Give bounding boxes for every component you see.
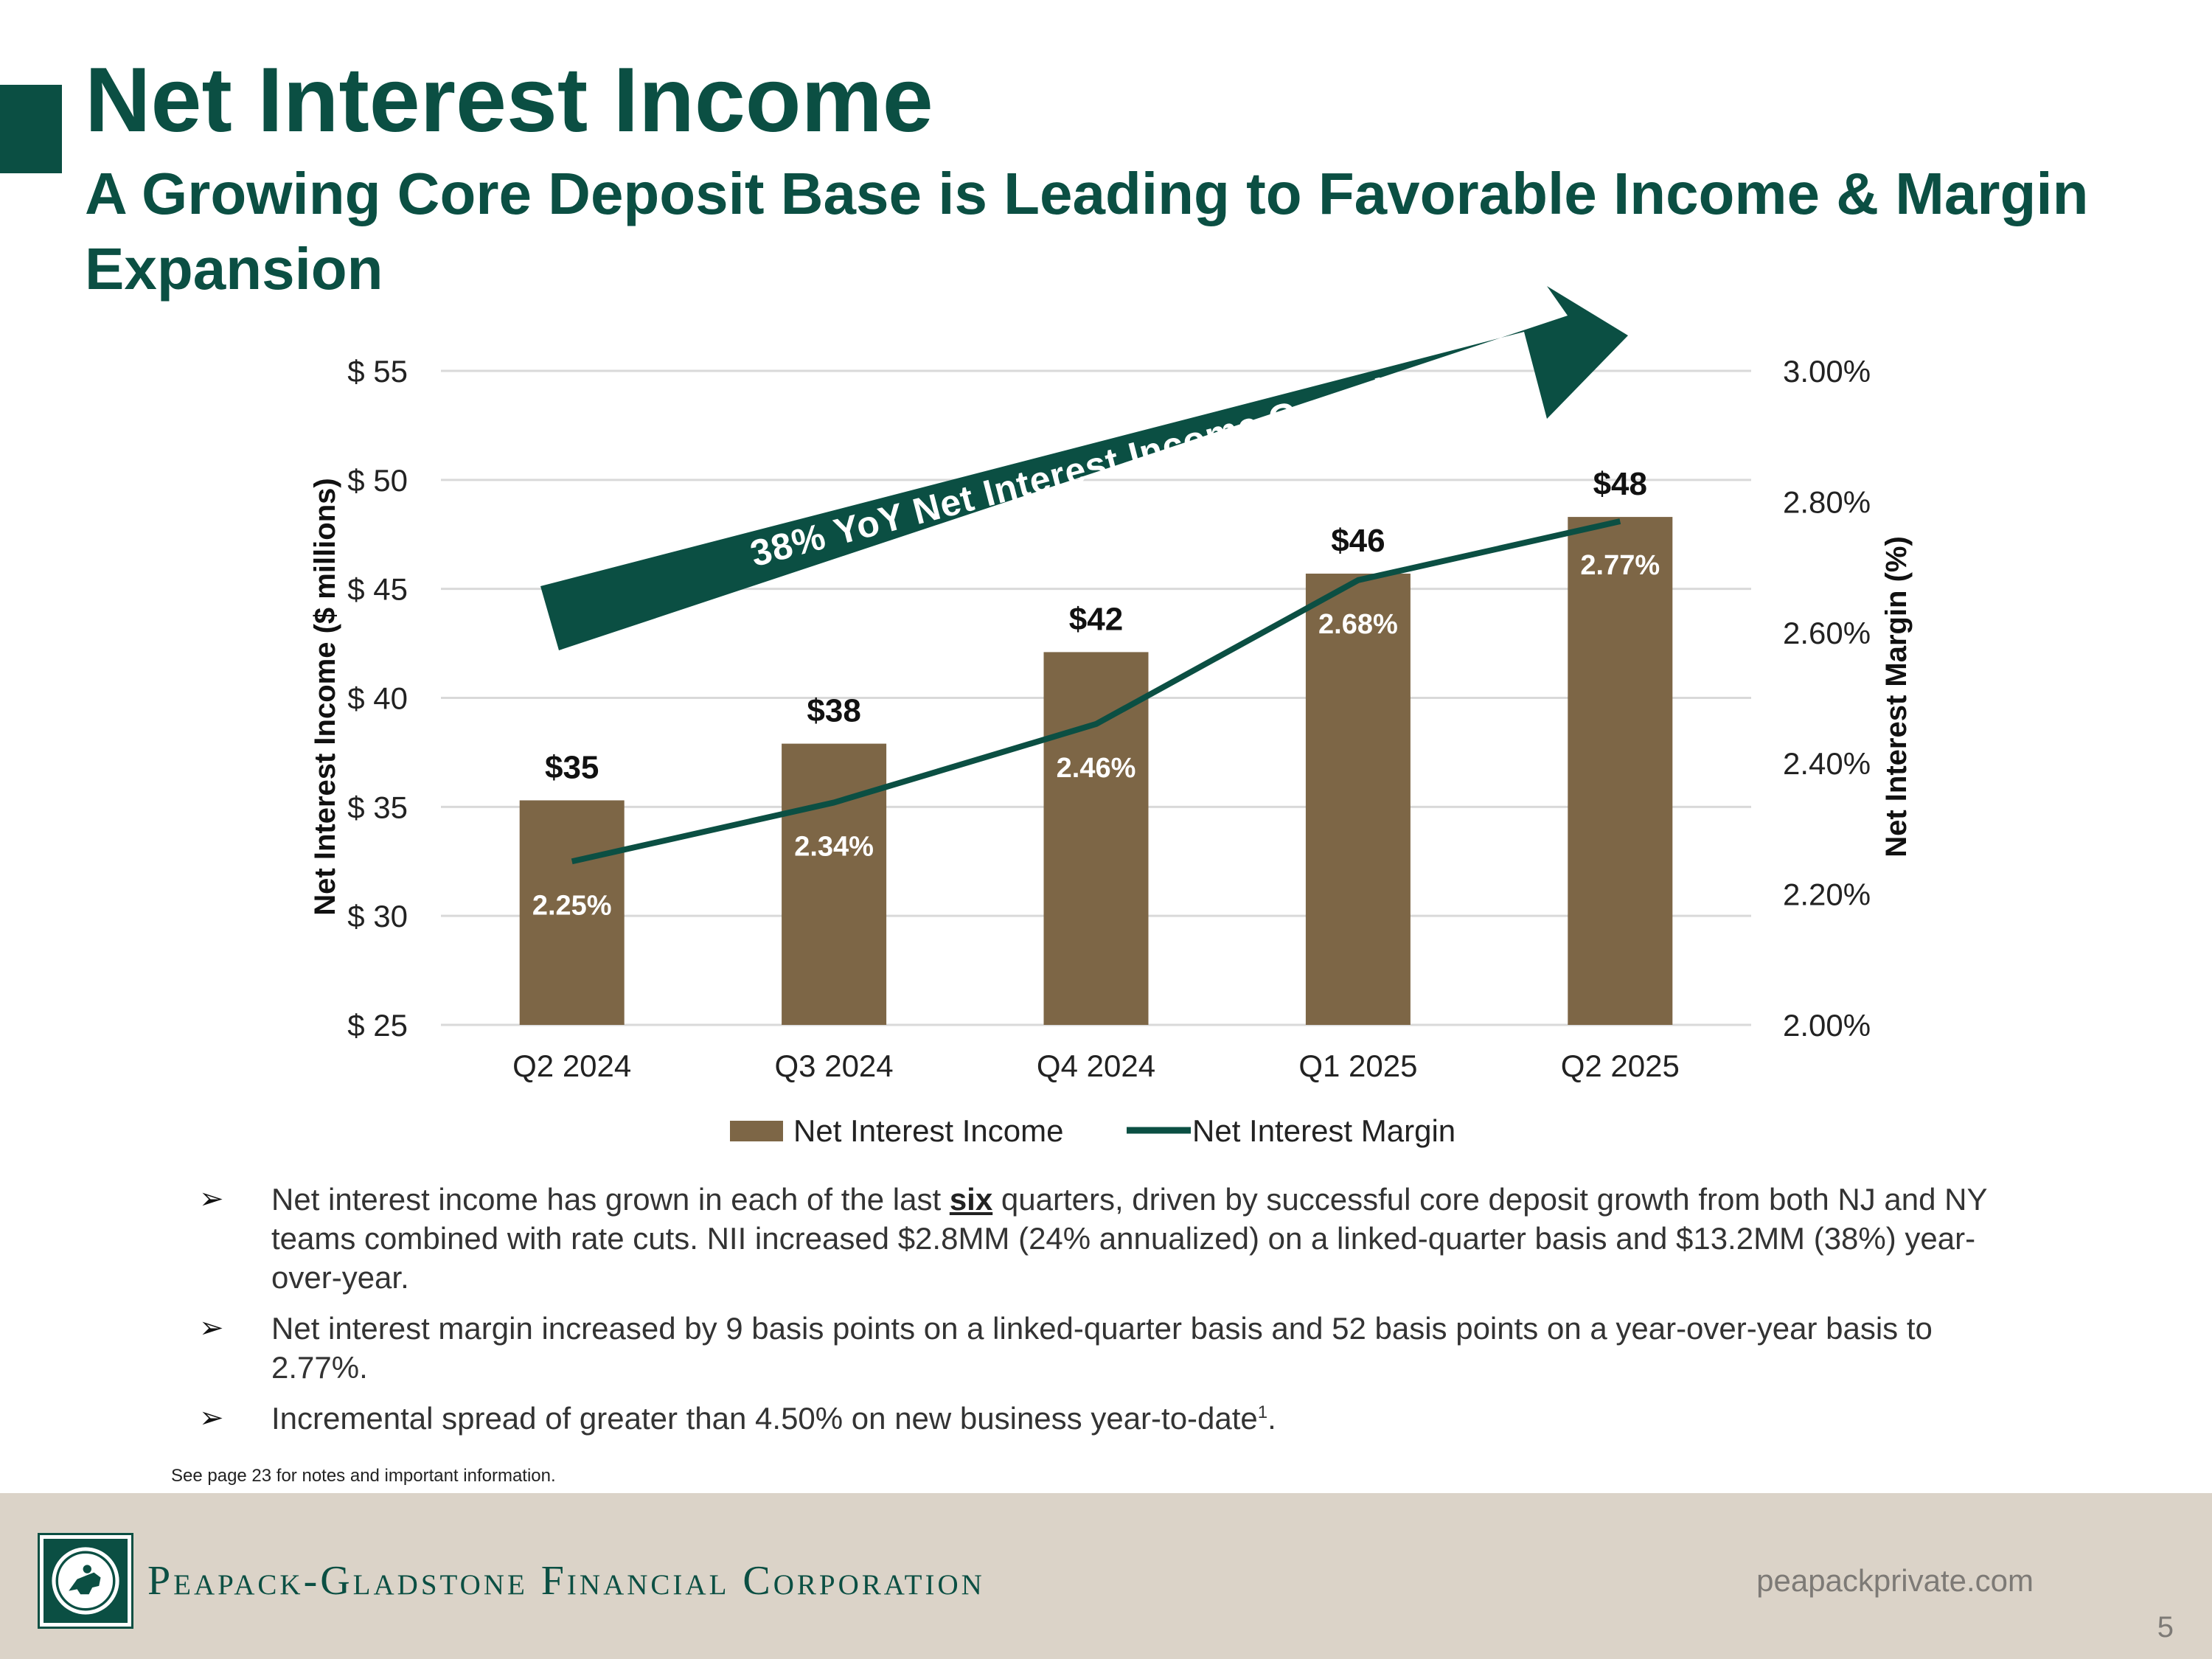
growth-arrow: 38% YoY Net Interest Income Growth	[540, 286, 1628, 650]
x-tick-label: Q3 2024	[775, 1048, 894, 1083]
y-axis-title-left: Net Interest Income ($ millions)	[309, 478, 341, 915]
y-tick-label-right: 3.00%	[1783, 354, 1871, 389]
chart-legend: Net Interest Income Net Interest Margin	[730, 1113, 1455, 1148]
y-tick-label-right: 2.40%	[1783, 746, 1871, 781]
axes: $ 55 $ 50 $ 45 $ 40 $ 35 $ 30 $ 25 3.00% 2.80% 2.…	[347, 354, 1871, 1083]
y-tick-label-right: 2.00%	[1783, 1008, 1871, 1043]
margin-value-label: 2.46%	[1057, 753, 1136, 784]
y-tick-label-left: $ 40	[347, 681, 408, 716]
y-tick-label-right: 2.20%	[1783, 877, 1871, 912]
bullet-text: quarters, driven by successful core depo…	[271, 1182, 1987, 1295]
bar-nii	[1305, 573, 1411, 1025]
margin-line-path	[571, 518, 1621, 865]
y-tick-label-left: $ 55	[347, 354, 408, 389]
y-tick-label-left: $ 50	[347, 463, 408, 498]
footnote: See page 23 for notes and important info…	[171, 1466, 556, 1486]
x-tick-label: Q4 2024	[1037, 1048, 1155, 1083]
page-number: 5	[2157, 1611, 2174, 1644]
y-tick-label-left: $ 45	[347, 572, 408, 607]
y-tick-label-right: 2.60%	[1783, 616, 1871, 650]
y-tick-label-left: $ 30	[347, 899, 408, 933]
company-name: Peapack-Gladstone Financial Corporation	[147, 1558, 985, 1604]
margin-value-label: 2.77%	[1580, 550, 1660, 581]
growth-arrow-shape	[540, 286, 1628, 650]
title-accent-block	[0, 85, 62, 173]
page-subtitle: A Growing Core Deposit Base is Leading t…	[85, 161, 2089, 302]
bars	[519, 517, 1673, 1025]
bullet-text: .	[1267, 1401, 1276, 1436]
x-tick-label: Q2 2025	[1561, 1048, 1680, 1083]
bar-nii	[1043, 652, 1149, 1025]
footnote-ref: 1	[1257, 1402, 1268, 1422]
x-tick-label: Q2 2024	[512, 1048, 631, 1083]
bullet-text: Net interest income has grown in each of…	[271, 1182, 950, 1217]
bar-value-label: $48	[1593, 466, 1647, 502]
bar-value-label: $35	[545, 749, 599, 785]
page-title: Net Interest Income	[85, 49, 933, 151]
legend-swatch-bar	[730, 1121, 783, 1141]
footer-bar	[0, 1493, 2212, 1659]
website-link[interactable]: peapackprivate.com	[1756, 1563, 2034, 1598]
company-seal-logo	[38, 1533, 133, 1629]
margin-value-label: 2.34%	[794, 831, 874, 862]
seal-icon	[52, 1547, 119, 1615]
bar-value-label: $42	[1069, 601, 1123, 637]
x-tick-label: Q1 2025	[1298, 1048, 1417, 1083]
bullet-item: ➢ Net interest margin increased by 9 bas…	[199, 1309, 2020, 1387]
margin-value-label: 2.68%	[1318, 609, 1398, 640]
bullet-emphasis: six	[949, 1182, 993, 1217]
bullet-item: ➢ Net interest income has grown in each …	[199, 1180, 2020, 1297]
arrow-bullet-icon: ➢	[199, 1183, 224, 1215]
data-labels: $35 $38 $42 $46 $48 2.25% 2.34% 2.46% 2.68% 2.77%	[532, 466, 1660, 921]
margin-value-label: 2.25%	[532, 890, 612, 921]
y-tick-label-left: $ 25	[347, 1008, 408, 1043]
arrow-bullet-icon: ➢	[199, 1312, 224, 1344]
bar-value-label: $46	[1331, 523, 1385, 559]
key-points-list: ➢ Net interest income has grown in each …	[199, 1180, 2020, 1450]
y-tick-label-left: $ 35	[347, 790, 408, 824]
bar-nii	[1568, 517, 1673, 1025]
y-axis-title-right: Net Interest Margin (%)	[1880, 536, 1913, 858]
legend-label-nii: Net Interest Income	[793, 1113, 1064, 1148]
legend-label-nim: Net Interest Margin	[1192, 1113, 1455, 1148]
bullet-text: Net interest margin increased by 9 basis…	[271, 1311, 1933, 1385]
bar-nii	[782, 743, 887, 1025]
bullet-item: ➢ Incremental spread of greater than 4.5…	[199, 1399, 2020, 1438]
arrow-bullet-icon: ➢	[199, 1402, 224, 1434]
margin-line	[571, 518, 1621, 865]
bullet-text: Incremental spread of greater than 4.50%…	[271, 1401, 1258, 1436]
y-tick-label-right: 2.80%	[1783, 484, 1871, 519]
bar-nii	[519, 800, 625, 1025]
bar-value-label: $38	[807, 693, 860, 729]
growth-arrow-label: 38% YoY Net Interest Income Growth	[746, 367, 1404, 574]
